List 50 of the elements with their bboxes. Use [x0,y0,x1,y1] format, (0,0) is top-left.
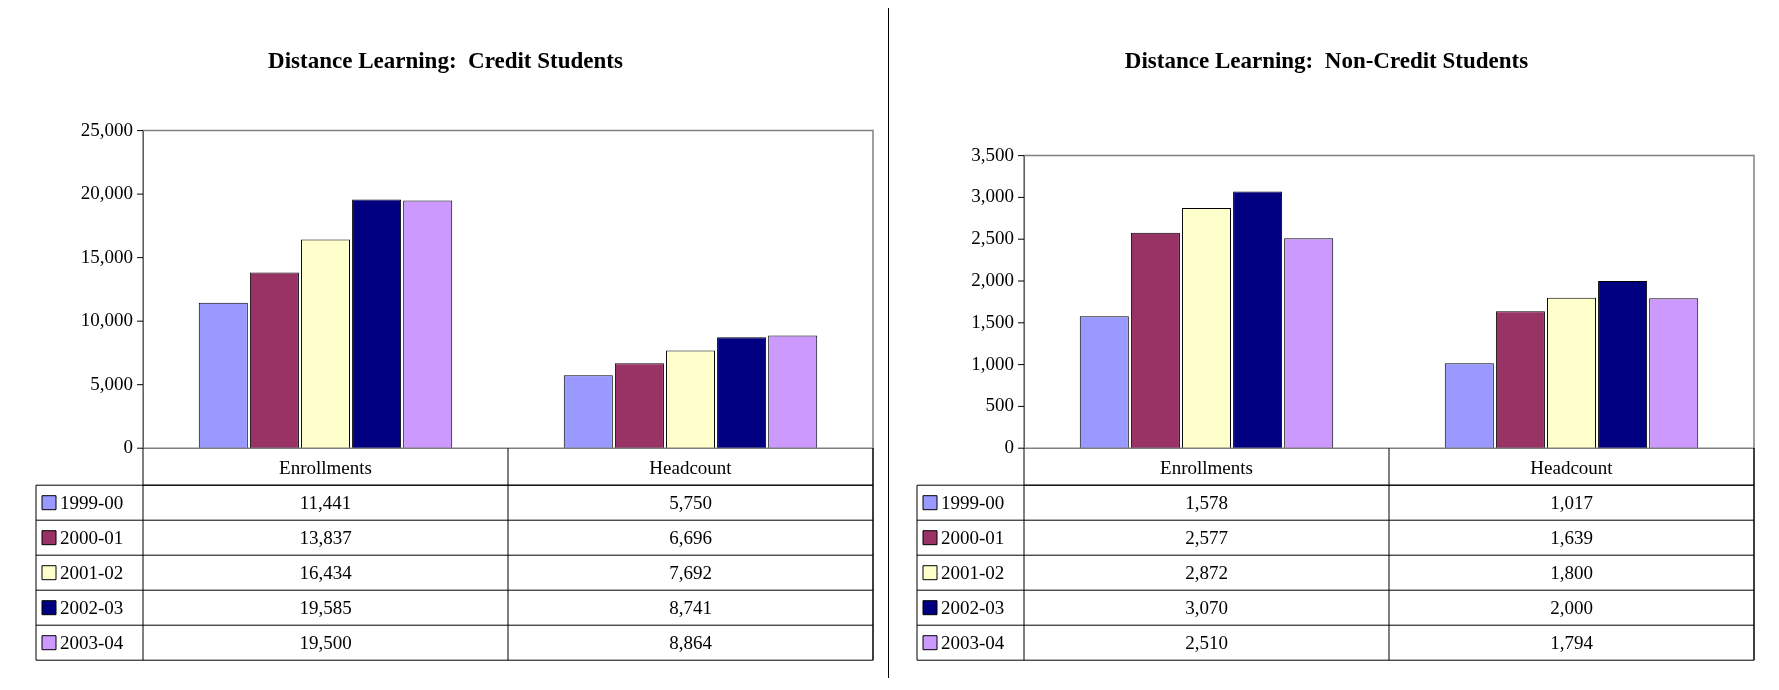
legend-label: 2000-01 [60,526,124,548]
x-tick-label: Headcount [1530,456,1614,478]
data-label: 2,577 [1185,526,1228,548]
data-label: 8,741 [669,596,712,618]
data-label: 5,750 [669,491,712,513]
legend-label: 2000-01 [941,526,1005,548]
y-tick-label: 0 [123,436,133,458]
data-label: 7,692 [669,561,712,583]
data-label: 1,800 [1550,561,1593,583]
legend-label: 2003-04 [60,631,124,653]
y-tick-label: 1,500 [971,310,1014,332]
chart-title: Distance Learning: Credit Students [268,47,623,73]
legend-label: 2003-04 [941,631,1005,653]
data-label: 8,864 [669,631,713,653]
y-tick-label: 3,500 [971,143,1014,165]
data-label: 1,578 [1185,491,1228,513]
data-label: 1,639 [1550,526,1593,548]
data-label: 19,585 [299,596,352,618]
data-label: 2,000 [1550,596,1593,618]
data-label: 1,017 [1550,491,1593,513]
data-label: 3,070 [1185,596,1228,618]
data-label: 16,434 [299,561,353,583]
chart-title: Distance Learning: Non-Credit Students [1124,47,1529,73]
data-label: 2,872 [1185,561,1228,583]
x-tick-label: Enrollments [1160,456,1253,478]
data-label: 1,794 [1550,631,1594,653]
data-label: 11,441 [299,491,352,513]
legend-label: 2002-03 [60,596,124,618]
data-label: 19,500 [299,631,352,653]
data-label: 2,510 [1185,631,1228,653]
y-tick-label: 1,000 [971,352,1014,374]
legend-label: 1999-00 [60,491,124,513]
y-tick-label: 2,500 [971,227,1014,249]
y-tick-label: 0 [1004,436,1014,458]
y-tick-label: 15,000 [80,245,133,267]
legend-label: 2001-02 [941,561,1005,583]
legend-label: 2002-03 [941,596,1005,618]
x-tick-label: Enrollments [279,456,372,478]
y-tick-label: 5,000 [90,372,133,394]
legend-label: 1999-00 [941,491,1005,513]
x-tick-label: Headcount [649,456,733,478]
y-tick-label: 3,000 [971,185,1014,207]
data-label: 6,696 [669,526,712,548]
y-tick-label: 10,000 [80,309,133,331]
y-tick-label: 500 [985,394,1014,416]
y-tick-label: 20,000 [80,182,133,204]
legend-label: 2001-02 [60,561,124,583]
y-tick-label: 2,000 [971,268,1014,290]
data-label: 13,837 [299,526,352,548]
y-tick-label: 25,000 [80,118,133,140]
